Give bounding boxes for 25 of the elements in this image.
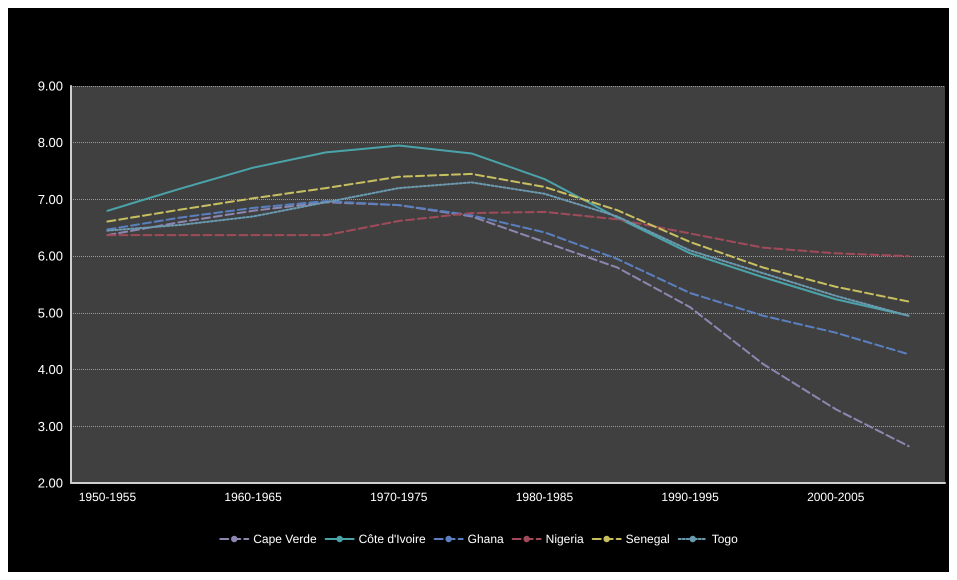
line-series xyxy=(106,172,910,303)
y-tick-label: 5.00 xyxy=(38,305,63,320)
y-tick-label: 4.00 xyxy=(38,362,63,378)
line-series xyxy=(106,210,910,258)
x-tick-label: 1980-1985 xyxy=(516,490,574,504)
x-tick-label: 1970-1975 xyxy=(370,490,428,504)
x-tick-label: 1960-1965 xyxy=(224,490,282,504)
line-series xyxy=(106,181,910,317)
legend-label: Togo xyxy=(712,532,738,546)
line-series xyxy=(106,144,910,317)
y-tick-label: 8.00 xyxy=(38,135,63,150)
legend-label: Senegal xyxy=(626,532,670,546)
x-tick-label: 2000-2005 xyxy=(807,490,865,504)
y-tick-label: 6.00 xyxy=(38,248,63,264)
y-tick-label: 9.00 xyxy=(38,78,63,94)
y-tick-label: 3.00 xyxy=(38,418,63,434)
y-tick-label: 2.00 xyxy=(38,476,63,490)
line-series xyxy=(106,200,910,356)
y-tick-label: 7.00 xyxy=(38,192,63,207)
legend-label: Cape Verde xyxy=(253,532,317,546)
x-tick-label: 1990-1995 xyxy=(661,490,720,504)
legend-label: Nigeria xyxy=(546,532,584,546)
x-tick-label: 1950-1955 xyxy=(78,490,136,504)
legend-label: Ghana xyxy=(468,532,504,546)
legend-label: Côte d'Ivoire xyxy=(358,532,426,546)
